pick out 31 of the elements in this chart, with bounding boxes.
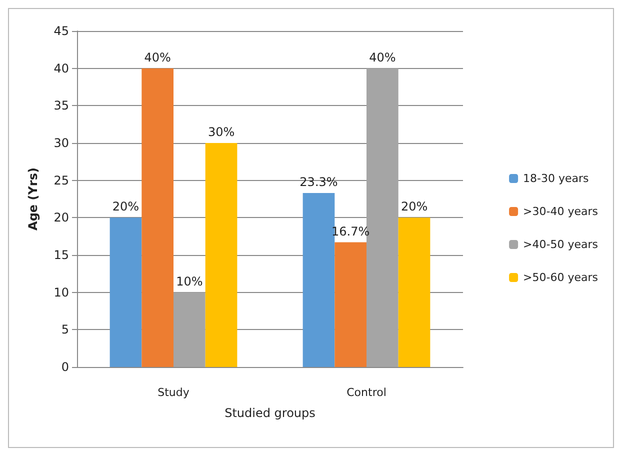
bar (398, 218, 430, 367)
y-tick-label: 0 (61, 360, 69, 374)
data-label: 40% (144, 50, 171, 64)
data-label: 20% (112, 200, 140, 214)
data-label: 30% (208, 125, 235, 139)
data-label: 40% (369, 50, 396, 64)
y-tick-label: 10 (54, 285, 69, 300)
legend-label: >50-60 years (523, 271, 598, 284)
y-tick-label: 25 (54, 173, 69, 188)
bar (174, 292, 206, 367)
x-tick-label: Study (158, 386, 190, 399)
legend-label: >40-50 years (523, 238, 598, 251)
legend-label: 18-30 years (523, 172, 590, 185)
bar (110, 218, 142, 367)
y-tick-label: 15 (54, 248, 69, 262)
bar (334, 242, 366, 367)
x-axis-title: Studied groups (224, 406, 316, 420)
data-label: 20% (400, 200, 428, 214)
y-tick-label: 40 (54, 61, 69, 76)
y-tick-label: 35 (54, 98, 69, 113)
y-tick-label: 5 (61, 322, 69, 337)
y-tick-label: 30 (54, 136, 69, 150)
bar (205, 143, 238, 367)
x-tick-label: Control (346, 386, 386, 399)
y-axis-title: Age (Yrs) (26, 168, 40, 230)
y-tick-label: 45 (54, 24, 69, 38)
y-tick-label: 20 (54, 210, 69, 225)
bar (142, 68, 174, 367)
data-label: 10% (176, 274, 203, 288)
data-label: 23.3% (300, 175, 338, 190)
legend-label: >30-40 years (523, 205, 598, 218)
